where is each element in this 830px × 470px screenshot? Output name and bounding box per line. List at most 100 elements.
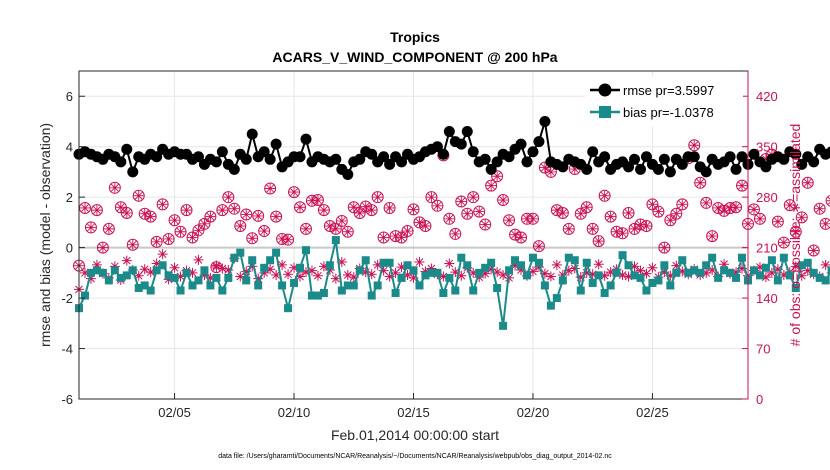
rmse-marker <box>503 151 515 163</box>
obs-possible-star <box>300 223 311 234</box>
obs-possible-star <box>199 218 210 229</box>
obs-possible-star <box>510 229 521 240</box>
obs-assimilated-marker <box>659 267 670 278</box>
obs-possible-marker <box>503 214 516 227</box>
bias-marker <box>230 253 239 262</box>
obs-possible-star <box>569 164 580 175</box>
bias-marker <box>755 271 764 280</box>
obs-possible-star <box>790 226 801 237</box>
obs-possible-star <box>139 208 150 219</box>
obs-possible-marker <box>341 225 354 238</box>
obs-assimilated-marker <box>211 260 222 271</box>
rmse-marker <box>121 143 133 155</box>
obs-possible-marker <box>795 211 808 224</box>
obs-assimilated-marker <box>533 262 544 273</box>
bias-marker <box>767 256 776 265</box>
obs-assimilated-marker <box>414 257 425 268</box>
rmse-marker <box>515 138 527 150</box>
obs-assimilated-marker <box>677 266 688 277</box>
bias-marker <box>624 261 633 270</box>
obs-possible-marker <box>801 176 814 189</box>
obs-possible-marker <box>156 198 169 211</box>
obs-assimilated-marker <box>175 271 186 282</box>
obs-possible-marker <box>580 201 593 214</box>
obs-possible-star <box>396 232 407 243</box>
rmse-marker <box>533 136 545 148</box>
bias-marker <box>391 289 400 298</box>
obs-possible-marker <box>270 210 283 223</box>
bias-marker <box>170 273 179 282</box>
rmse-marker <box>258 146 270 158</box>
rmse-marker <box>599 151 611 163</box>
bias-marker <box>451 286 460 295</box>
obs-assimilated-marker <box>701 267 712 278</box>
bias-marker <box>797 261 806 270</box>
rmse-marker <box>778 153 790 165</box>
obs-assimilated-marker <box>145 267 156 278</box>
obs-assimilated-marker <box>486 264 497 275</box>
y-right-tick-label: 140 <box>756 291 778 306</box>
bias-marker <box>815 273 824 282</box>
y-left-tick-label: -2 <box>61 291 73 306</box>
rmse-marker <box>216 146 228 158</box>
obs-possible-star <box>265 183 276 194</box>
obs-assimilated-marker <box>259 267 270 278</box>
bias-marker <box>558 276 567 285</box>
obs-assimilated-marker <box>342 270 353 281</box>
y-right-tick-label: 280 <box>756 190 778 205</box>
obs-assimilated-marker <box>223 264 234 275</box>
obs-possible-star <box>330 223 341 234</box>
obs-possible-marker <box>538 161 551 174</box>
bias-marker <box>182 268 191 277</box>
obs-possible-star <box>617 228 628 239</box>
bias-marker <box>80 291 89 300</box>
bias-marker <box>373 281 382 290</box>
bias-marker <box>576 286 585 295</box>
obs-possible-marker <box>753 212 766 225</box>
rmse-marker <box>640 151 652 163</box>
obs-possible-marker <box>676 198 689 211</box>
obs-assimilated-marker <box>205 272 216 283</box>
obs-assimilated-marker <box>647 262 658 273</box>
obs-assimilated-marker <box>737 263 748 274</box>
obs-possible-star <box>241 209 252 220</box>
bias-marker <box>433 268 442 277</box>
obs-possible-marker <box>556 207 569 220</box>
x-tick-label: 02/25 <box>636 405 669 420</box>
rmse-marker <box>700 166 712 178</box>
bias-marker <box>457 253 466 262</box>
bias-marker <box>582 258 591 267</box>
obs-assimilated-marker <box>563 265 574 276</box>
y-right-tick-label: 210 <box>756 241 778 256</box>
obs-possible-star <box>659 242 670 253</box>
obs-possible-star <box>103 223 114 234</box>
bias-marker <box>110 266 119 275</box>
obs-possible-star <box>778 237 789 248</box>
obs-assimilated-marker <box>790 261 801 272</box>
obs-possible-star <box>701 197 712 208</box>
obs-assimilated-marker <box>569 263 580 274</box>
obs-possible-marker <box>819 217 830 230</box>
bias-marker <box>511 256 520 265</box>
obs-possible-marker <box>192 224 205 237</box>
bias-marker <box>702 261 711 270</box>
bias-marker <box>415 281 424 290</box>
bias-marker <box>505 266 514 275</box>
bias-marker <box>785 271 794 280</box>
obs-assimilated-marker <box>468 267 479 278</box>
rmse-marker <box>396 156 408 168</box>
obs-possible-star <box>462 208 473 219</box>
bias-marker <box>749 266 758 275</box>
bias-marker <box>594 271 603 280</box>
bias-marker <box>427 268 436 277</box>
y-right-tick-label: 0 <box>756 392 763 407</box>
rmse-marker <box>330 153 342 165</box>
obs-possible-star <box>79 202 90 213</box>
rmse-marker <box>748 148 760 160</box>
bias-marker <box>158 261 167 270</box>
rmse-marker <box>808 156 820 168</box>
bias-marker <box>654 276 663 285</box>
obs-possible-marker <box>329 222 342 235</box>
obs-possible-star <box>366 205 377 216</box>
rmse-marker <box>342 168 354 180</box>
